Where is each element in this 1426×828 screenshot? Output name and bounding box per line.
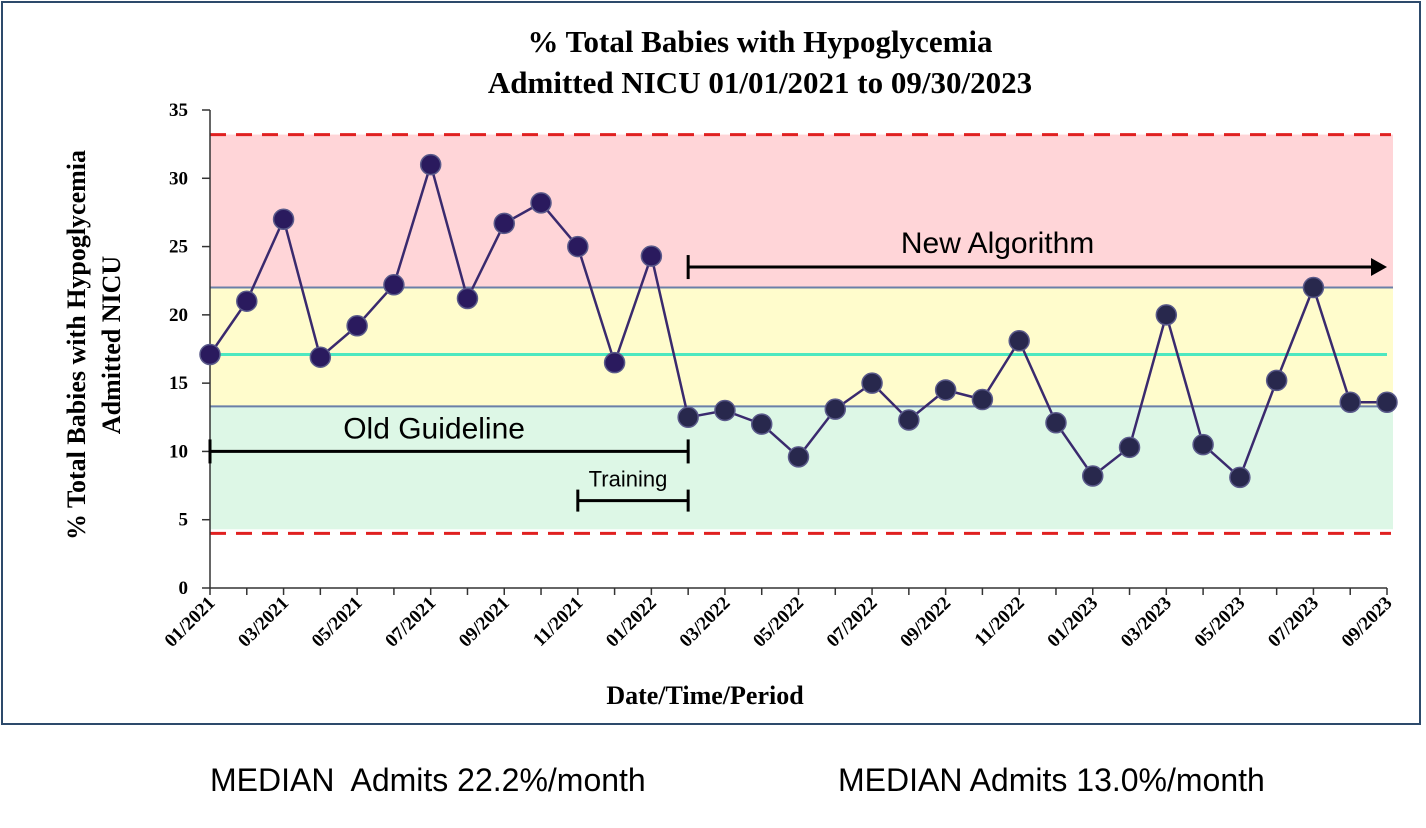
y-tick-label: 15 <box>169 373 188 394</box>
data-point <box>1008 330 1030 352</box>
x-tick-label: 01/2022 <box>602 593 661 652</box>
x-tick-label: 09/2021 <box>455 593 514 652</box>
x-tick-label: 05/2021 <box>308 593 367 652</box>
x-tick-label: 01/2021 <box>161 593 220 652</box>
x-tick-label: 03/2023 <box>1117 593 1176 652</box>
new-algorithm-arrowhead <box>1371 258 1387 277</box>
data-point <box>272 208 295 231</box>
data-point <box>1265 369 1288 392</box>
data-point <box>1118 436 1141 459</box>
y-axis-title-line-1: % Total Babies with Hypoglycemia <box>62 150 91 540</box>
chart-title-line-1: % Total Babies with Hypoglycemia <box>527 24 993 59</box>
data-point <box>493 212 515 235</box>
x-tick-label: 07/2023 <box>1264 593 1323 652</box>
data-point <box>199 343 221 366</box>
data-point <box>714 399 736 422</box>
band-red <box>210 134 1393 288</box>
y-tick-label: 35 <box>169 100 188 121</box>
reference-lines-layer <box>210 133 1393 535</box>
y-tick-label: 20 <box>169 305 188 326</box>
x-axis-title: Date/Time/Period <box>606 681 804 710</box>
data-point <box>1339 391 1361 414</box>
data-point <box>898 409 920 431</box>
data-point <box>419 153 442 176</box>
new-algorithm-label: New Algorithm <box>901 227 1094 260</box>
data-point <box>236 290 258 312</box>
x-tick-label: 01/2023 <box>1043 593 1102 652</box>
y-tick-label: 5 <box>179 510 189 531</box>
data-point <box>1376 391 1398 414</box>
x-tick-label: 03/2022 <box>676 593 735 652</box>
x-tick-label: 03/2021 <box>234 593 293 652</box>
x-tick-label: 07/2022 <box>823 593 882 652</box>
chart-title-line-2: Admitted NICU 01/01/2021 to 09/30/2023 <box>488 65 1032 100</box>
y-axis-title-line-2: Admitted NICU <box>97 256 126 435</box>
data-point <box>1155 304 1178 326</box>
x-tick-label: 09/2022 <box>896 593 955 652</box>
data-point <box>1229 466 1251 489</box>
data-point <box>346 315 368 337</box>
data-point <box>934 379 957 401</box>
data-point <box>567 235 589 258</box>
x-tick-label: 09/2023 <box>1338 593 1397 652</box>
data-point <box>456 287 479 310</box>
data-point <box>383 274 405 296</box>
band-yellow <box>210 287 1393 407</box>
data-point <box>1192 433 1214 456</box>
data-point <box>824 398 847 420</box>
band-green <box>210 406 1393 530</box>
data-point <box>971 388 994 411</box>
data-point <box>787 446 810 468</box>
y-tick-label: 0 <box>179 578 189 599</box>
data-point <box>309 346 332 368</box>
x-tick-label: 07/2021 <box>381 593 440 652</box>
data-point <box>677 406 699 429</box>
series-layer <box>199 153 1398 489</box>
x-tick-label: 05/2022 <box>749 593 808 652</box>
bands-layer <box>210 134 1393 530</box>
annotations-layer: Old Guideline Training New Algorithm <box>208 227 1387 512</box>
old-guideline-label: Old Guideline <box>343 412 525 445</box>
data-point <box>1045 411 1067 434</box>
x-tick-label: 11/2021 <box>529 593 587 651</box>
data-point <box>1082 465 1104 487</box>
x-tick-label: 11/2022 <box>971 593 1029 651</box>
x-tick-label: 05/2023 <box>1191 593 1250 652</box>
data-point <box>1302 276 1325 299</box>
data-point <box>603 351 626 374</box>
data-point <box>640 245 663 267</box>
data-point <box>750 413 773 435</box>
data-point <box>530 192 552 214</box>
training-label: Training <box>589 467 668 492</box>
y-tick-label: 25 <box>169 237 188 258</box>
data-point <box>861 372 883 394</box>
y-tick-label: 10 <box>169 441 188 462</box>
median-caption-right: MEDIAN Admits 13.0%/month <box>838 762 1265 798</box>
y-tick-label: 30 <box>169 168 188 189</box>
median-caption-left: MEDIAN Admits 22.2%/month <box>210 762 646 798</box>
